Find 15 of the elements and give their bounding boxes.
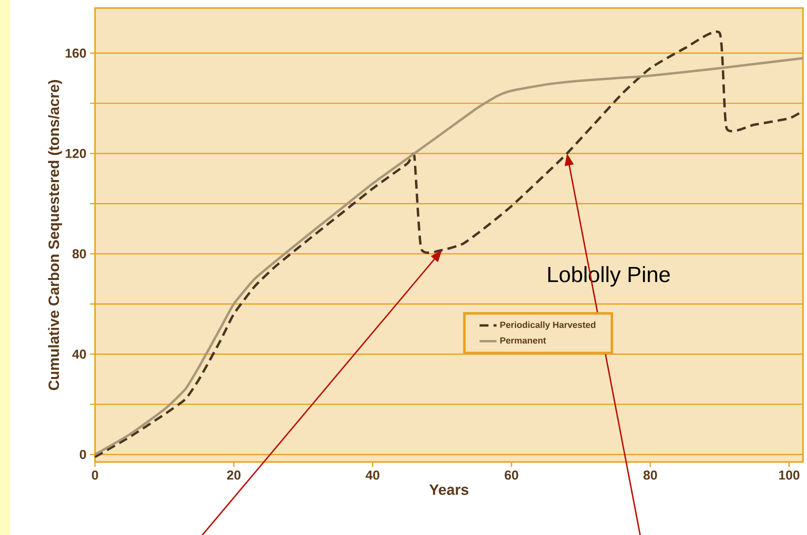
x-tick-label: 40: [366, 470, 380, 480]
x-tick-label: 0: [92, 470, 98, 480]
y-tick-label: 120: [66, 148, 86, 158]
y-tick-label: 160: [66, 48, 86, 58]
y-tick-label: 0: [80, 450, 86, 460]
x-tick-label: 20: [227, 470, 240, 480]
x-tick-label: 100: [779, 470, 800, 480]
x-tick-label: 60: [504, 470, 518, 480]
y-axis-title: Cumulative Carbon Sequestered (tons/acre): [48, 80, 62, 390]
y-tick-label: 40: [72, 350, 86, 359]
x-tick-label: 80: [644, 470, 657, 480]
legend-label: Periodically Harvested: [500, 321, 596, 330]
y-tick-label: 80: [72, 249, 86, 258]
x-axis-title: Years: [429, 484, 468, 495]
legend-label: Permanent: [500, 337, 546, 344]
